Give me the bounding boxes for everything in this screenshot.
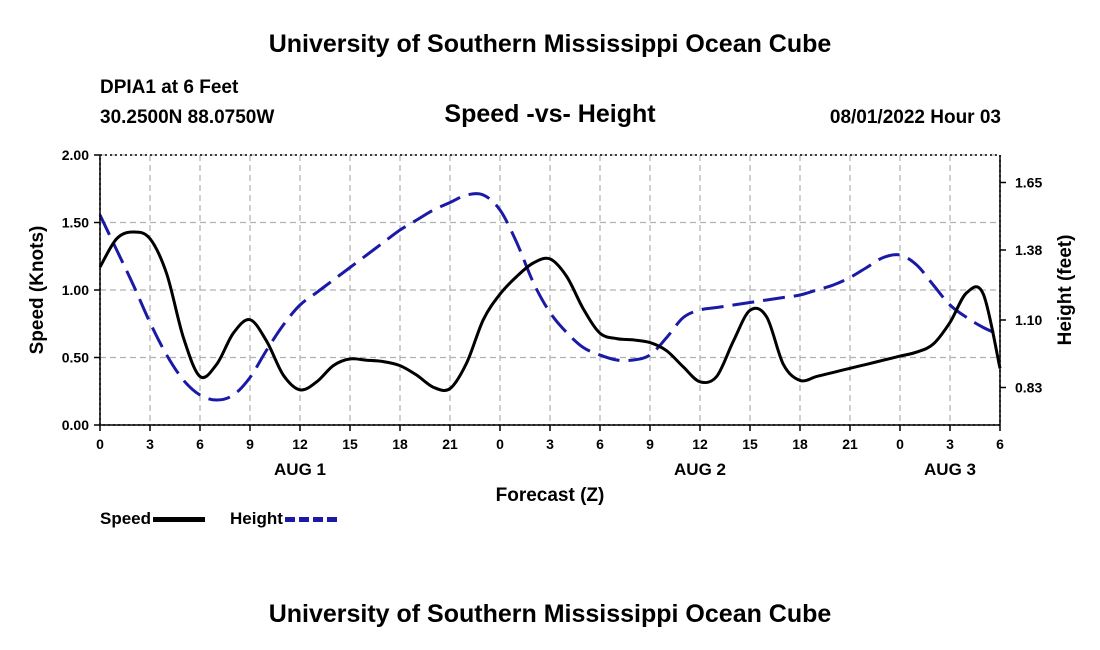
footer-title: University of Southern Mississippi Ocean… (268, 600, 832, 628)
x-tick-label: 6 (596, 436, 604, 452)
x-tick-label: 6 (996, 436, 1004, 452)
x-tick-label: 3 (146, 436, 154, 452)
y2-axis-title: Height (feet) (1055, 235, 1076, 346)
x-tick-label: 0 (96, 436, 104, 452)
x-tick-label: 0 (496, 436, 504, 452)
y2-tick-label: 0.83 (1015, 380, 1042, 396)
coordinates-label: 30.2500N 88.0750W (100, 107, 275, 128)
x-tick-label: 18 (792, 436, 808, 452)
y2-tick-label: 1.65 (1015, 175, 1042, 191)
legend-height: Height (230, 509, 337, 529)
x-tick-label: 18 (392, 436, 408, 452)
y-tick-label: 2.00 (62, 147, 89, 163)
y2-tick-label: 1.38 (1015, 242, 1042, 258)
y-axis-title: Speed (Knots) (27, 226, 48, 355)
legend-speed: Speed (100, 509, 206, 529)
y-tick-label: 1.50 (62, 215, 89, 231)
x-tick-label: 3 (546, 436, 554, 452)
station-label: DPIA1 at 6 Feet (100, 77, 239, 98)
x-tick-label: 15 (342, 436, 358, 452)
legend-height-label: Height (230, 509, 283, 528)
x-tick-label: 15 (742, 436, 758, 452)
x-tick-label: 12 (292, 436, 308, 452)
date-label: AUG 2 (674, 460, 726, 479)
x-tick-label: 21 (442, 436, 458, 452)
speed-series-line (98, 230, 1002, 392)
legend-speed-swatch (153, 516, 206, 522)
chart-title: University of Southern Mississippi Ocean… (268, 30, 832, 58)
legend-height-swatch (284, 516, 337, 522)
date-label: AUG 3 (924, 460, 976, 479)
x-tick-label: 21 (842, 436, 858, 452)
x-axis-title: Forecast (Z) (496, 485, 605, 506)
date-label: AUG 1 (274, 460, 326, 479)
legend-speed-label: Speed (100, 509, 152, 528)
chart-subtitle: Speed -vs- Height (444, 100, 656, 128)
y-tick-label: 0.00 (62, 417, 89, 433)
x-tick-label: 12 (692, 436, 708, 452)
y2-tick-label: 1.10 (1015, 312, 1042, 328)
y-tick-label: 1.00 (62, 282, 89, 298)
x-tick-label: 9 (646, 436, 654, 452)
datetime-label: 08/01/2022 Hour 03 (829, 107, 1001, 128)
x-tick-label: 9 (246, 436, 254, 452)
height-series-line (98, 192, 1001, 402)
x-tick-label: 6 (196, 436, 204, 452)
x-tick-label: 3 (946, 436, 954, 452)
y-tick-label: 0.50 (62, 350, 89, 366)
x-tick-label: 0 (896, 436, 904, 452)
